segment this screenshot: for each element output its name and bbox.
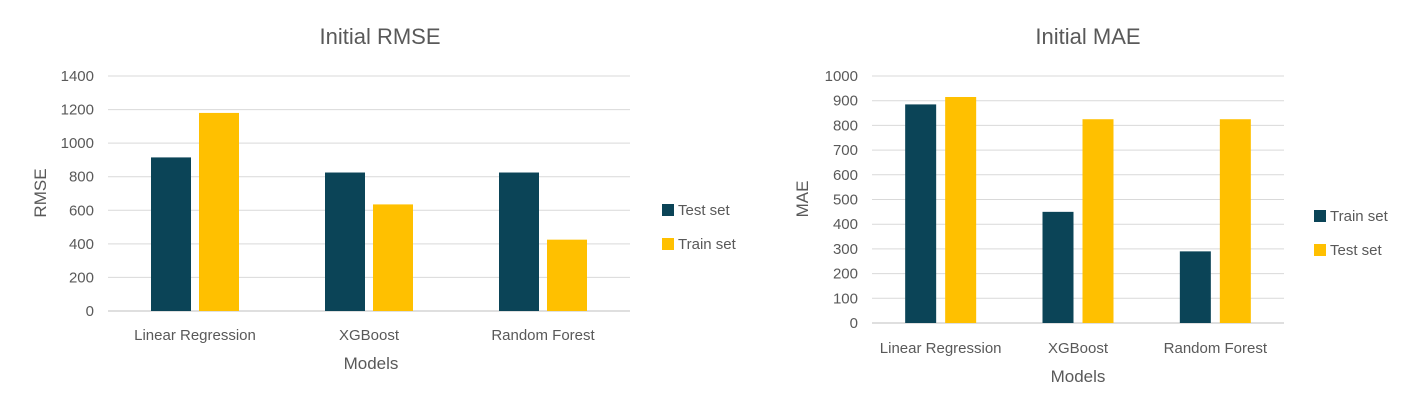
mae-y-tick-label: 600 (833, 167, 858, 184)
rmse-y-tick-label: 1000 (61, 135, 94, 152)
rmse-y-tick-label: 600 (69, 202, 94, 219)
mae-y-axis-title: MAE (793, 181, 812, 218)
mae-y-tick-label: 0 (850, 315, 858, 332)
mae-x-tick-label: XGBoost (1048, 340, 1109, 357)
mae-legend-swatch (1314, 210, 1326, 222)
rmse-x-tick-label: XGBoost (339, 327, 400, 344)
rmse-chart-svg: Initial RMSE 0 200 400 600 800 1000 1200 1400 Lin… (31, 24, 737, 373)
mae-legend-swatch (1314, 244, 1326, 256)
rmse-chart-title: Initial RMSE (319, 24, 440, 49)
mae-bar (1042, 211, 1074, 323)
rmse-y-tick-label: 400 (69, 236, 94, 253)
rmse-y-tick-label: 0 (86, 303, 94, 320)
mae-y-tick-label: 900 (833, 93, 858, 110)
rmse-bar (499, 172, 539, 311)
mae-bar (905, 104, 937, 323)
mae-y-tick-label: 100 (833, 290, 858, 307)
mae-chart-title: Initial MAE (1035, 24, 1140, 49)
rmse-chart: Initial RMSE 0 200 400 600 800 1000 1200 1400 Lin… (31, 24, 737, 373)
mae-y-tick-label: 500 (833, 192, 858, 209)
rmse-bar (373, 204, 413, 311)
rmse-x-axis-title: Models (344, 354, 399, 373)
mae-chart-svg: Initial MAE 0 100 200 300 400 500 600 700 800 900 1… (793, 24, 1389, 386)
rmse-legend-swatch (662, 238, 674, 250)
mae-chart: Initial MAE 0 100 200 300 400 500 600 700 800 900 1… (760, 0, 1410, 407)
mae-y-tick-label: 400 (833, 216, 858, 233)
rmse-bar (325, 172, 365, 311)
mae-legend-label: Train set (1330, 208, 1389, 225)
rmse-legend-label: Test set (678, 202, 731, 219)
mae-y-tick-label: 800 (833, 117, 858, 134)
mae-y-tick-label: 300 (833, 241, 858, 258)
mae-legend-label: Test set (1330, 242, 1383, 259)
rmse-y-tick-label: 1200 (61, 102, 94, 119)
mae-bar (1179, 251, 1211, 323)
mae-x-tick-label: Random Forest (1164, 340, 1268, 357)
mae-bar (945, 96, 977, 324)
rmse-bar (199, 112, 239, 311)
mae-bar (1219, 119, 1251, 323)
mae-bar (1082, 119, 1114, 323)
mae-y-tick-label: 200 (833, 266, 858, 283)
rmse-x-tick-label: Linear Regression (134, 327, 256, 344)
mae-y-tick-label: 700 (833, 142, 858, 159)
rmse-x-tick-label: Random Forest (491, 327, 595, 344)
rmse-y-axis-title: RMSE (31, 168, 50, 217)
rmse-legend-label: Train set (678, 236, 737, 253)
rmse-bar (151, 157, 191, 311)
mae-x-axis-title: Models (1051, 367, 1106, 386)
rmse-y-tick-label: 800 (69, 169, 94, 186)
rmse-y-tick-label: 200 (69, 269, 94, 286)
rmse-legend-swatch (662, 204, 674, 216)
mae-y-tick-label: 1000 (825, 68, 858, 85)
rmse-y-tick-label: 1400 (61, 68, 94, 85)
mae-x-tick-label: Linear Regression (880, 340, 1002, 357)
rmse-bar (547, 239, 587, 311)
